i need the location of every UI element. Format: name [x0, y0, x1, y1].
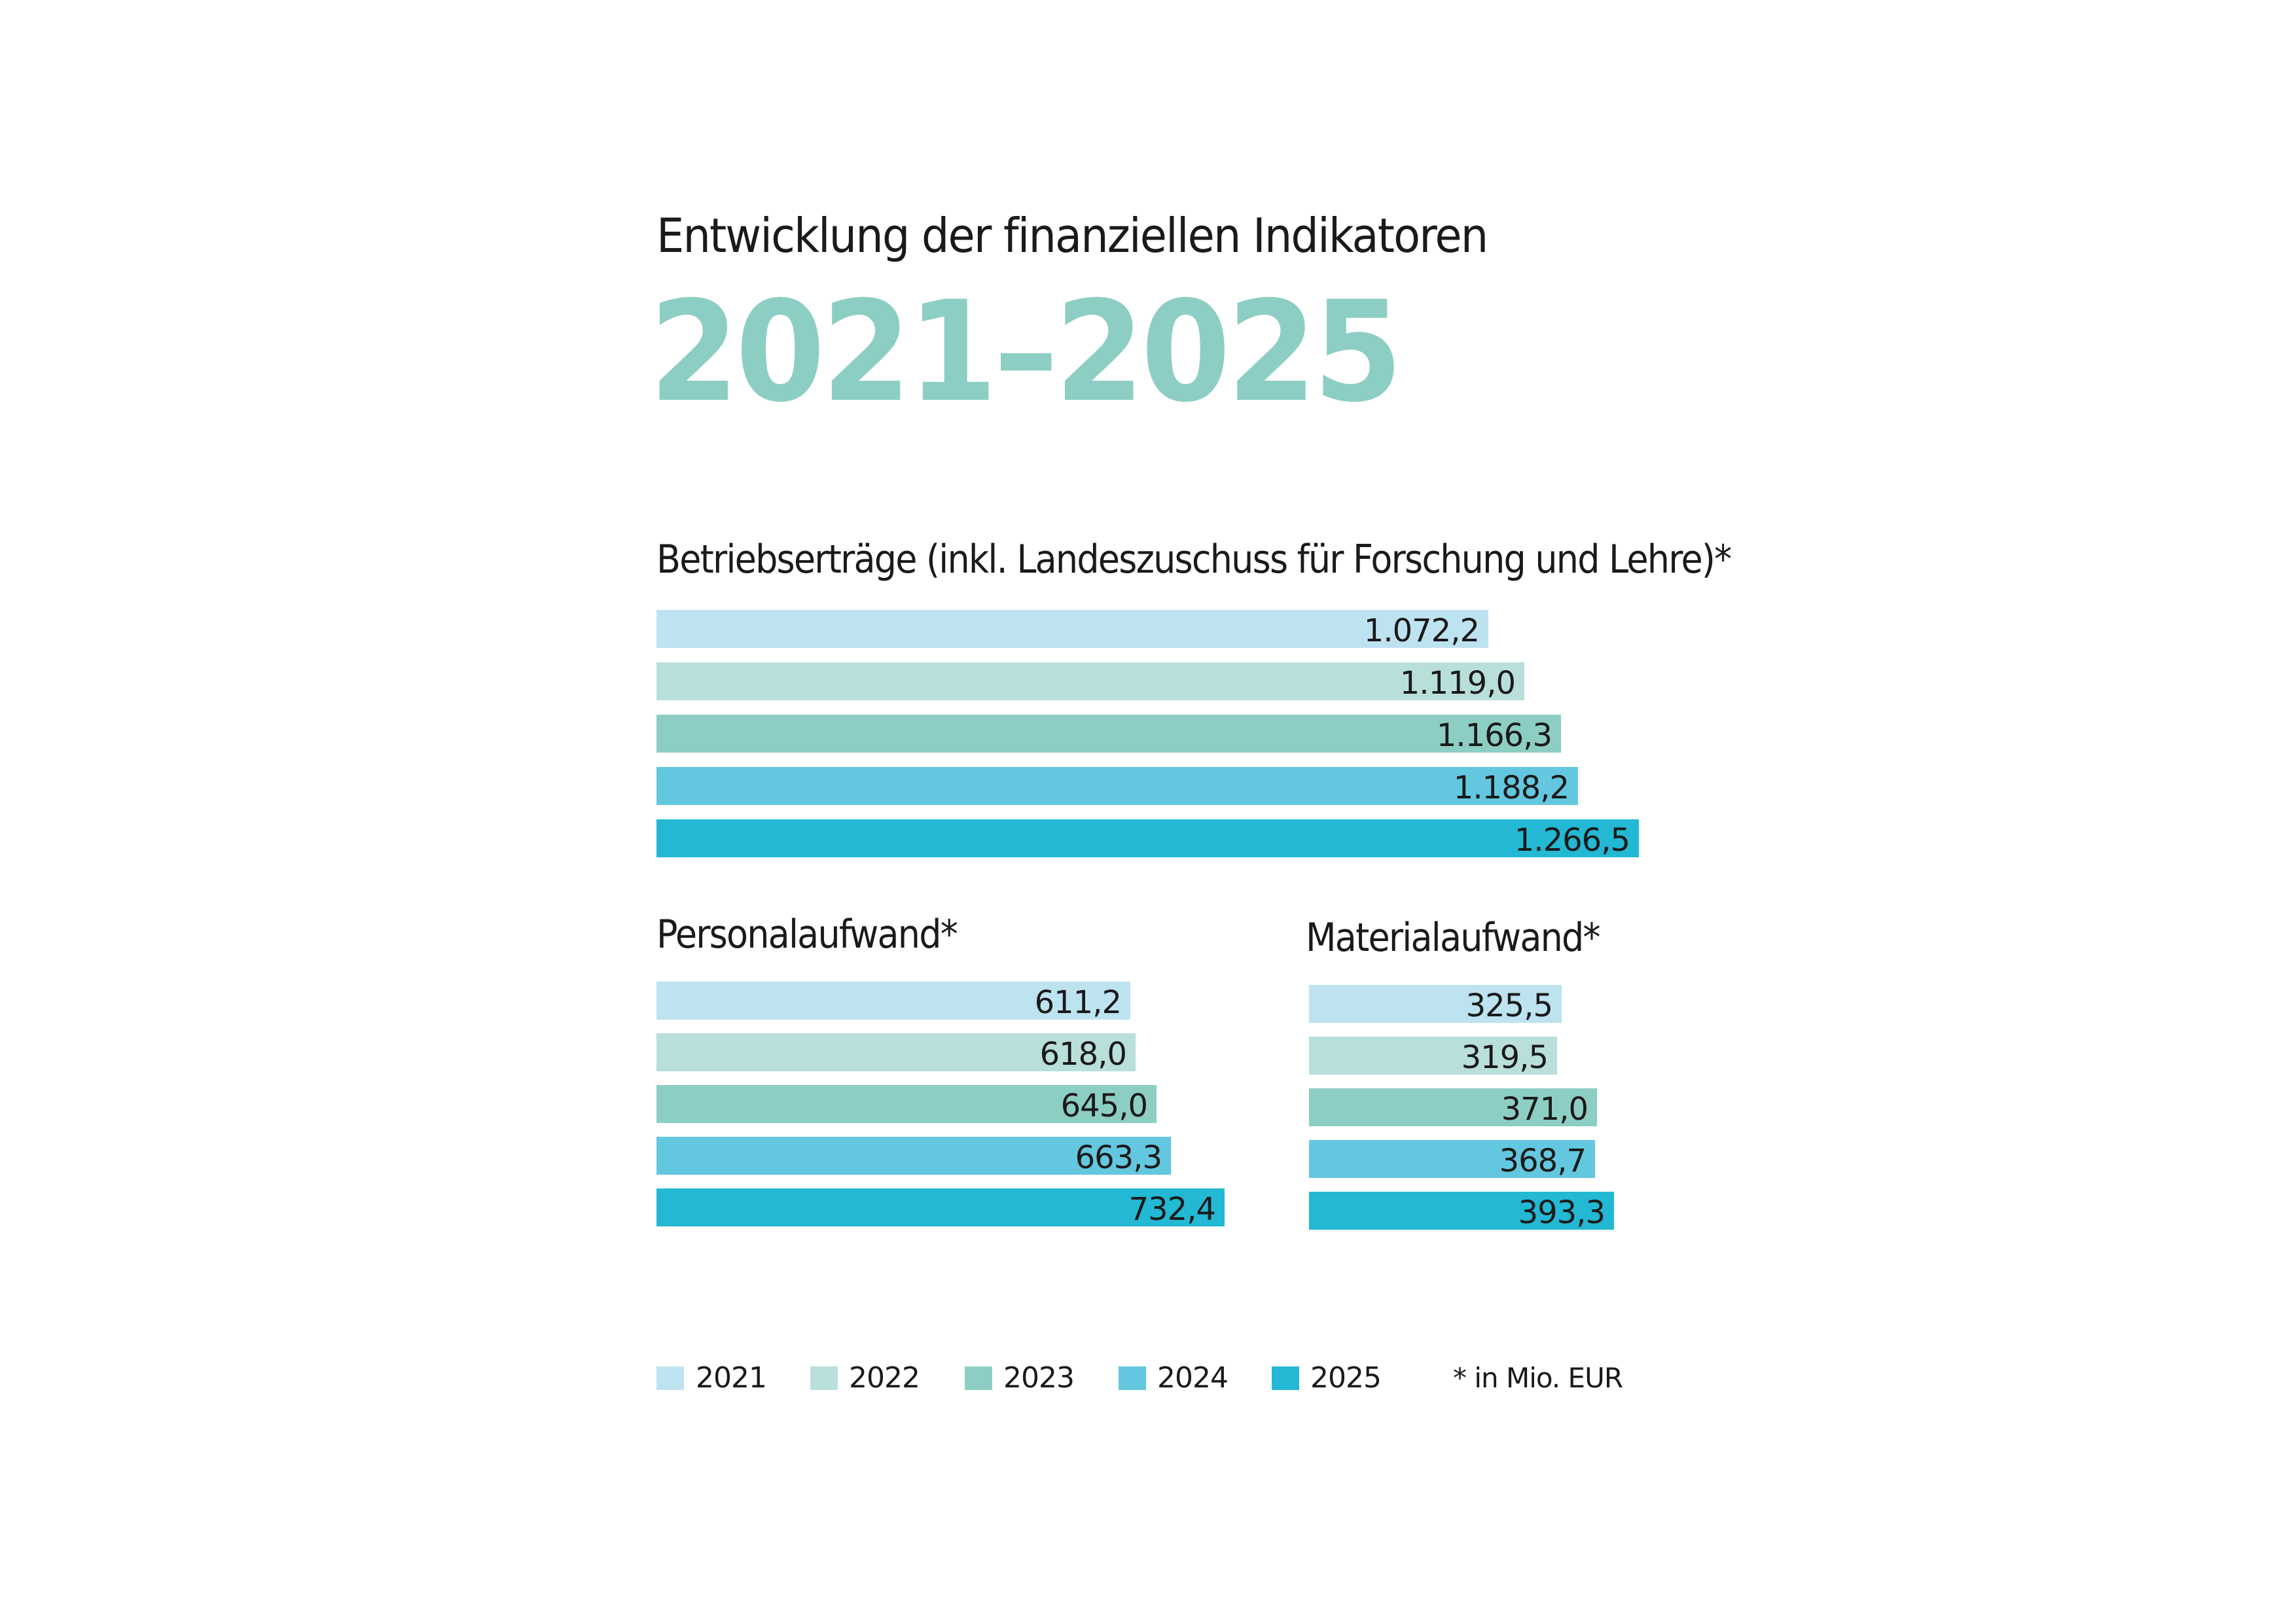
- bar-label-personalaufwand-2023: 645,0: [1060, 1088, 1148, 1124]
- unit-note: * in Mio. EUR: [1453, 1362, 1623, 1394]
- chart-heading-personalaufwand: Personalaufwand*: [656, 912, 958, 957]
- bar-label-betriebsertraege-2022: 1.119,0: [1399, 665, 1516, 702]
- bar-materialaufwand-2022: [1309, 1037, 1557, 1075]
- bar-betriebsertraege-2021: [656, 610, 1488, 648]
- bar-materialaufwand-2025: [1309, 1192, 1614, 1230]
- bar-label-betriebsertraege-2023: 1.166,3: [1436, 717, 1552, 754]
- bar-label-personalaufwand-2021: 611,2: [1034, 984, 1122, 1021]
- bar-personalaufwand-2024: [656, 1137, 1171, 1175]
- bar-label-materialaufwand-2022: 319,5: [1461, 1039, 1549, 1076]
- legend-swatch-2022: [810, 1366, 838, 1390]
- bar-betriebsertraege-2025: [656, 819, 1639, 857]
- chart-title-years: 2021–2025: [649, 271, 1403, 433]
- bar-betriebsertraege-2022: [656, 662, 1524, 700]
- bar-label-materialaufwand-2023: 371,0: [1501, 1091, 1588, 1128]
- bar-personalaufwand-2022: [656, 1033, 1136, 1071]
- legend-swatch-2021: [656, 1366, 684, 1390]
- bar-materialaufwand-2023: [1309, 1088, 1597, 1126]
- bar-label-materialaufwand-2021: 325,5: [1465, 988, 1553, 1024]
- legend-label-2021: 2021: [696, 1361, 767, 1395]
- bar-label-materialaufwand-2024: 368,7: [1499, 1143, 1587, 1179]
- bar-personalaufwand-2021: [656, 982, 1130, 1020]
- bar-label-betriebsertraege-2025: 1.266,5: [1514, 822, 1630, 859]
- legend-label-2023: 2023: [1003, 1361, 1075, 1395]
- bar-materialaufwand-2021: [1309, 985, 1562, 1023]
- legend-label-2022: 2022: [849, 1361, 920, 1395]
- legend-label-2025: 2025: [1310, 1361, 1382, 1395]
- legend-swatch-2024: [1119, 1366, 1146, 1390]
- chart-subtitle: Entwicklung der finanziellen Indikatoren: [656, 208, 1488, 263]
- bar-personalaufwand-2023: [656, 1085, 1157, 1123]
- chart-heading-materialaufwand: Materialaufwand*: [1306, 915, 1601, 961]
- bar-label-personalaufwand-2022: 618,0: [1039, 1036, 1127, 1073]
- chart-heading-betriebsertraege: Betriebserträge (inkl. Landeszuschuss fü…: [656, 537, 1732, 582]
- legend-swatch-2025: [1272, 1366, 1299, 1390]
- bar-label-personalaufwand-2024: 663,3: [1075, 1139, 1162, 1176]
- bar-betriebsertraege-2023: [656, 715, 1561, 753]
- bar-label-betriebsertraege-2021: 1.072,2: [1363, 613, 1480, 649]
- bar-label-personalaufwand-2025: 732,4: [1128, 1191, 1216, 1228]
- legend-swatch-2023: [965, 1366, 992, 1390]
- legend-label-2024: 2024: [1157, 1361, 1229, 1395]
- bar-label-betriebsertraege-2024: 1.188,2: [1453, 770, 1570, 806]
- bar-betriebsertraege-2024: [656, 767, 1578, 805]
- bar-personalaufwand-2025: [656, 1188, 1225, 1226]
- bar-label-materialaufwand-2025: 393,3: [1518, 1194, 1605, 1231]
- bar-materialaufwand-2024: [1309, 1140, 1595, 1178]
